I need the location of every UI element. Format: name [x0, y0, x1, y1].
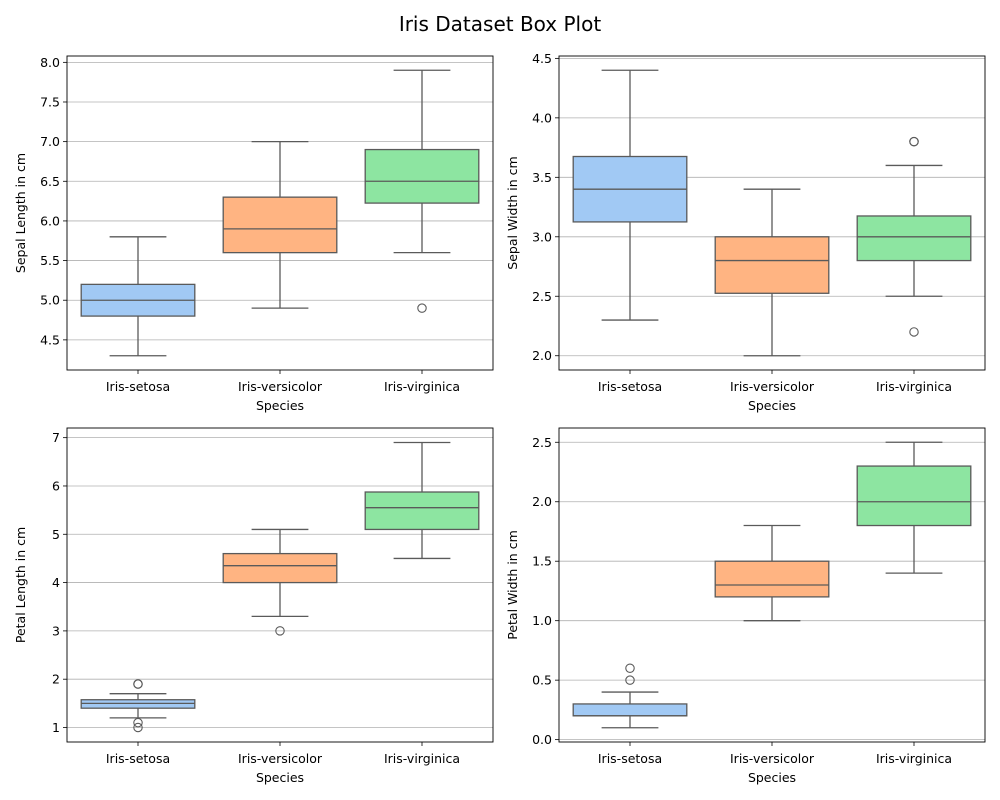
y-tick-label: 0.5: [532, 673, 552, 688]
iqr-box: [856, 215, 972, 262]
axes-frame: [558, 55, 986, 371]
x-tick-label: Iris-versicolor: [238, 379, 323, 394]
outlier-point: [417, 303, 427, 313]
y-tick-label: 7.0: [40, 134, 60, 149]
y-tick-label: 2.5: [532, 289, 552, 304]
outlier-point: [275, 626, 285, 636]
x-tick-label: Iris-versicolor: [730, 379, 815, 394]
outlier-point: [909, 136, 919, 147]
x-tick-label: Iris-setosa: [106, 751, 170, 766]
y-tick-label: 0.0: [532, 732, 552, 747]
axes-frame: [66, 55, 494, 371]
y-tick-label: 5: [52, 527, 60, 542]
y-tick-label: 2.0: [532, 348, 552, 363]
y-tick-label: 3: [52, 623, 60, 638]
iqr-box: [714, 560, 830, 598]
iqr-box: [572, 703, 688, 717]
box-iris-virginica: [856, 441, 972, 574]
figure-title: Iris Dataset Box Plot: [398, 12, 602, 36]
iqr-box: [364, 148, 480, 204]
iqr-box: [222, 552, 338, 584]
y-tick-label: 2: [52, 672, 60, 687]
y-tick-label: 5.0: [40, 293, 60, 308]
box-iris-setosa: [80, 236, 196, 357]
subplot-3: 1 2 3 4 5 6 7 Iris-setosa Iris-versicolor Iris-vi…: [13, 427, 494, 785]
x-axis-label: Species: [256, 770, 304, 785]
y-tick-label: 2.5: [532, 435, 552, 450]
y-axis-label: Sepal Length in cm: [13, 153, 28, 273]
outlier-point: [133, 722, 143, 733]
y-axis-label: Petal Width in cm: [505, 530, 520, 640]
y-tick-label: 6.0: [40, 213, 60, 228]
box-iris-setosa: [572, 69, 688, 321]
outlier-point: [133, 717, 143, 728]
outlier-point: [909, 327, 919, 337]
x-tick-label: Iris-virginica: [876, 379, 952, 394]
subplot-4: 0.0 0.5 1.0 1.5 2.0 2.5 Iris-setosa Iris-versic…: [505, 427, 986, 785]
x-tick-label: Iris-versicolor: [730, 751, 815, 766]
iqr-box: [364, 491, 480, 531]
y-tick-label: 4: [52, 575, 60, 590]
outlier-point: [625, 675, 635, 685]
x-tick-label: Iris-virginica: [384, 379, 460, 394]
x-tick-label: Iris-setosa: [598, 751, 662, 766]
x-axis-label: Species: [256, 398, 304, 413]
box-iris-versicolor: [222, 140, 338, 309]
x-tick-label: Iris-virginica: [384, 751, 460, 766]
box-iris-virginica: [364, 441, 480, 560]
y-tick-label: 1.5: [532, 554, 552, 569]
y-tick-label: 5.5: [40, 253, 60, 268]
y-tick-label: 7: [52, 430, 60, 445]
axes-frame: [558, 427, 986, 743]
y-tick-label: 6.5: [40, 174, 60, 189]
iqr-box: [856, 465, 972, 527]
x-tick-label: Iris-setosa: [598, 379, 662, 394]
subplot-2: 2.0 2.5 3.0 3.5 4.0 4.5 Iris-setosa Iris-versic…: [505, 51, 986, 413]
box-iris-virginica: [364, 69, 480, 313]
box-iris-setosa: [572, 663, 688, 729]
y-tick-label: 2.0: [532, 494, 552, 509]
y-axis-label: Petal Length in cm: [13, 527, 28, 643]
box-iris-versicolor: [714, 188, 830, 357]
y-axis-label: Sepal Width in cm: [505, 156, 520, 269]
y-tick-label: 3.0: [532, 229, 552, 244]
outlier-point: [133, 679, 143, 689]
y-tick-label: 4.5: [532, 51, 552, 66]
subplot-1: 4.5 5.0 5.5 6.0 6.5 7.0 7.5 8.0 Iris-setosa Iris-…: [13, 55, 494, 413]
x-axis-label: Species: [748, 398, 796, 413]
iqr-box: [714, 236, 830, 294]
box-iris-versicolor: [714, 524, 830, 622]
box-iris-setosa: [80, 679, 196, 733]
x-tick-label: Iris-virginica: [876, 751, 952, 766]
x-tick-label: Iris-versicolor: [238, 751, 323, 766]
axes-frame: [66, 427, 494, 743]
iqr-box: [222, 196, 338, 254]
y-tick-label: 4.5: [40, 332, 60, 347]
y-tick-label: 1.0: [532, 613, 552, 628]
y-tick-label: 8.0: [40, 55, 60, 70]
y-tick-label: 4.0: [532, 110, 552, 125]
y-tick-label: 3.5: [532, 170, 552, 185]
x-axis-label: Species: [748, 770, 796, 785]
x-tick-label: Iris-setosa: [106, 379, 170, 394]
y-tick-label: 6: [52, 478, 60, 493]
y-tick-label: 7.5: [40, 94, 60, 109]
outlier-point: [625, 663, 635, 674]
box-iris-versicolor: [222, 528, 338, 636]
box-iris-virginica: [856, 136, 972, 337]
y-tick-label: 1: [52, 720, 60, 735]
